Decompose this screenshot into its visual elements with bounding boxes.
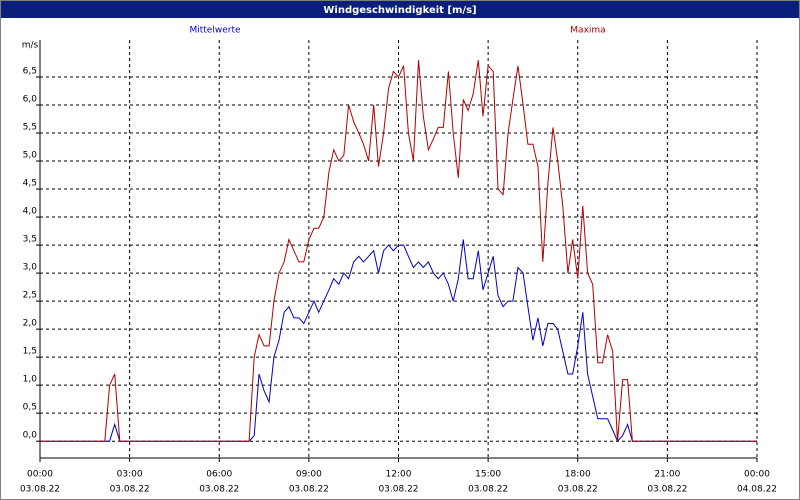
x-tick-label: 06:00 — [206, 470, 232, 480]
x-tick-date: 03.08.22 — [110, 485, 150, 495]
x-tick-label: 12:00 — [386, 470, 412, 480]
x-tick-date: 03.08.22 — [378, 485, 418, 495]
y-tick-label: 4,5 — [23, 179, 37, 189]
x-tick-label: 21:00 — [654, 470, 680, 480]
x-tick-label: 09:00 — [296, 470, 322, 480]
x-tick-date: 03.08.22 — [199, 485, 239, 495]
y-tick-label: 3,5 — [23, 235, 37, 245]
y-tick-label: 2,5 — [23, 291, 37, 301]
x-tick-date: 04.08.22 — [737, 485, 777, 495]
y-tick-label: 4,0 — [23, 207, 38, 217]
x-tick-label: 15:00 — [475, 470, 501, 480]
legend-entry: Maxima — [570, 26, 605, 36]
x-tick-label: 00:00 — [744, 470, 770, 480]
title-bar — [1, 1, 799, 18]
y-tick-label: 2,0 — [23, 319, 38, 329]
x-tick-label: 18:00 — [565, 470, 591, 480]
y-tick-label: 5,0 — [23, 151, 38, 161]
chart-title: Windgeschwindigkeit [m/s] — [323, 5, 476, 16]
series-line — [40, 239, 757, 443]
y-tick-label: 1,0 — [23, 375, 38, 385]
legend-entry: Mittelwerte — [189, 26, 240, 36]
x-tick-date: 03.08.22 — [647, 485, 687, 495]
y-tick-label: 0,5 — [23, 403, 37, 413]
x-tick-date: 03.08.22 — [289, 485, 329, 495]
y-tick-label: 1,5 — [23, 347, 37, 357]
x-tick-date: 03.08.22 — [20, 485, 60, 495]
y-tick-label: 6,5 — [23, 66, 37, 76]
y-tick-label: 0,0 — [23, 431, 38, 441]
y-tick-label: 5,5 — [23, 123, 37, 133]
y-tick-label: 3,0 — [23, 263, 38, 273]
y-unit: m/s — [22, 41, 39, 51]
x-tick-date: 03.08.22 — [468, 485, 508, 495]
x-tick-label: 03:00 — [117, 470, 143, 480]
x-tick-label: 00:00 — [27, 470, 53, 480]
x-tick-date: 03.08.22 — [558, 485, 598, 495]
y-tick-label: 6,0 — [23, 94, 38, 104]
series-line — [40, 60, 757, 442]
